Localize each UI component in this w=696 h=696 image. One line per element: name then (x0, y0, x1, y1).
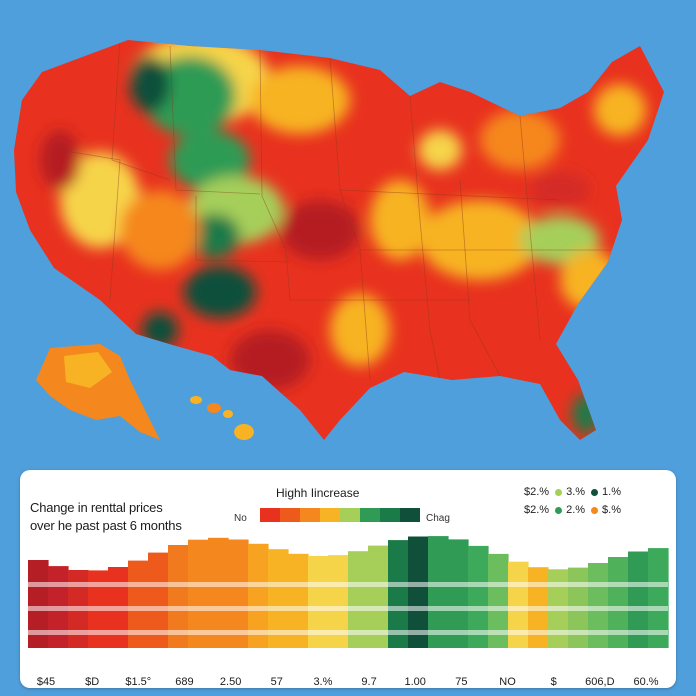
key-2-3-value: $.% (602, 504, 622, 516)
scale-swatch-6 (360, 508, 380, 522)
strip-bar (408, 536, 429, 648)
strip-bar (228, 539, 249, 648)
strip-axis-label: $45 (36, 676, 56, 688)
scale-swatch-2 (280, 508, 300, 522)
strip-bar (608, 557, 629, 648)
key-1-2-swatch (555, 488, 563, 496)
strip-axis-label: NO (499, 676, 516, 688)
strip-band-divider (28, 582, 668, 587)
strip-bar (328, 555, 349, 648)
scale-swatch-8 (400, 508, 420, 522)
strip-bar (428, 536, 449, 648)
color-strip (28, 536, 669, 648)
strip-band-divider (28, 630, 668, 635)
legend-key-row-2: $2.% 2.% $.% (524, 504, 621, 516)
legend-key-row-1: $2.% 3.% 1.% (524, 486, 621, 498)
strip-bar (268, 549, 289, 648)
alaska-shape (36, 344, 160, 440)
strip-bar (208, 537, 229, 648)
strip-axis-label: 689 (175, 676, 194, 688)
scale-low-label: No (234, 513, 247, 524)
key-2-2-value: 2.% (566, 504, 586, 516)
strip-axis-label: 3.% (313, 676, 333, 688)
strip-bar (628, 551, 649, 648)
strip-axis-label: $ (550, 676, 557, 688)
legend-title-line-1: Change in renttal prices (30, 500, 163, 515)
strip-bar (168, 545, 189, 648)
strip-axis-label: 57 (270, 676, 283, 688)
strip-bar (288, 553, 309, 648)
key-1-2-value: 3.% (566, 486, 586, 498)
strip-axis-label: 75 (455, 676, 468, 688)
strip-bar (648, 548, 669, 648)
scale-swatch-1 (260, 508, 280, 522)
strip-bar (448, 539, 469, 648)
strip-axis-label: $D (85, 676, 100, 688)
key-2-1-value: $2.% (524, 504, 550, 516)
strip-axis-label: 60.% (633, 676, 659, 688)
color-scale-bar (260, 508, 420, 522)
strip-axis-label: 1.00 (404, 676, 426, 688)
scale-title: Highh Iincrease (276, 486, 360, 500)
key-1-3-swatch (591, 488, 599, 496)
strip-bar (488, 553, 509, 648)
strip-bar (308, 556, 329, 648)
strip-bar (368, 545, 389, 648)
strip-axis-label: $1.5° (125, 676, 152, 688)
scale-swatch-4 (320, 508, 340, 522)
strip-bar (588, 563, 609, 648)
strip-bar (508, 561, 529, 648)
scale-swatch-7 (380, 508, 400, 522)
scale-swatch-5 (340, 508, 360, 522)
key-1-3-value: 1.% (602, 486, 622, 498)
key-2-3-swatch (591, 506, 599, 514)
key-2-2-swatch (555, 506, 563, 514)
scale-high-label: Chag (426, 513, 450, 524)
strip-axis-label: 606,D (585, 676, 615, 688)
hawaii-shape (190, 396, 254, 440)
strip-bar (468, 545, 489, 648)
us-rental-map (14, 40, 664, 440)
legend-panel: Change in renttal prices over he past pa… (20, 470, 676, 688)
strip-bar (388, 540, 409, 648)
scale-swatch-3 (300, 508, 320, 522)
strip-band-divider (28, 606, 668, 611)
legend-title-line-2: over he past past 6 months (30, 518, 182, 533)
key-1-1-value: $2.% (524, 486, 550, 498)
strip-bar (348, 551, 369, 648)
strip-bar (248, 543, 269, 648)
strip-axis-label: 9.7 (361, 676, 377, 688)
strip-bar (148, 552, 169, 648)
strip-axis-label: 2.50 (219, 676, 242, 688)
strip-bar (188, 539, 209, 648)
